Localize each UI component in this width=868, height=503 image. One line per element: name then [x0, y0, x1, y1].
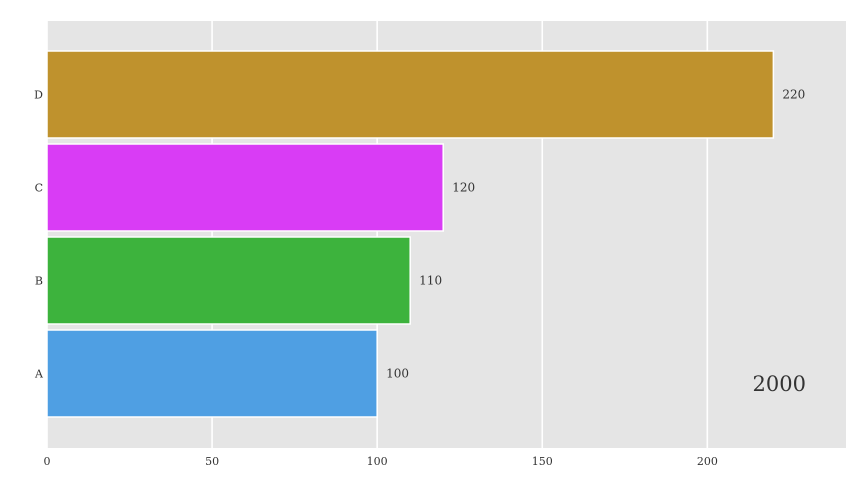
value-label-A: 100 [386, 367, 409, 381]
x-tick-label-150: 150 [532, 455, 553, 468]
value-label-D: 220 [782, 88, 805, 102]
y-tick-label-A: A [34, 368, 44, 381]
year-label: 2000 [753, 372, 806, 396]
y-axis-labels: A B C D [34, 89, 44, 381]
value-label-C: 120 [452, 181, 475, 195]
x-tick-label-200: 200 [697, 455, 718, 468]
bar-D [46, 50, 775, 139]
x-tick-label-0: 0 [44, 455, 51, 468]
bars [46, 50, 775, 418]
x-axis-labels: 0 50 100 150 200 [44, 455, 718, 468]
bar-A [46, 329, 378, 418]
bar-B [46, 236, 411, 325]
value-labels: 100 110 120 220 [386, 88, 805, 381]
y-tick-label-C: C [35, 182, 43, 195]
bar-C [46, 143, 444, 232]
y-tick-label-B: B [35, 275, 43, 288]
x-tick-label-50: 50 [205, 455, 219, 468]
y-tick-label-D: D [34, 89, 43, 102]
value-label-B: 110 [419, 274, 442, 288]
x-tick-label-100: 100 [367, 455, 388, 468]
